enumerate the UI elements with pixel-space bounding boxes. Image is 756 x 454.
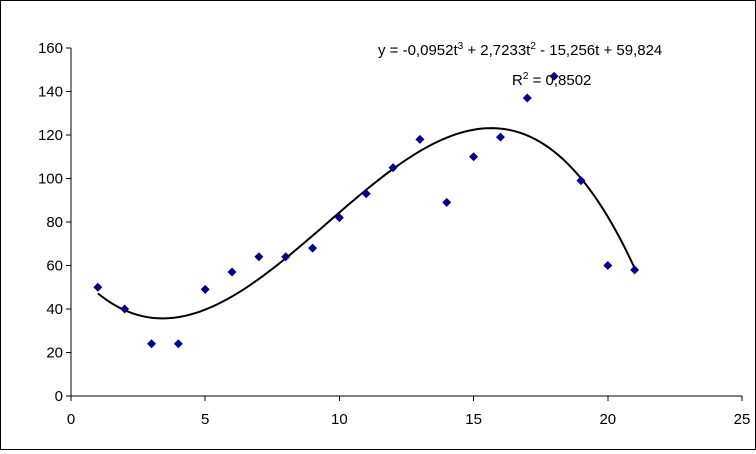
data-point — [173, 339, 183, 349]
y-tick-label: 120 — [38, 127, 63, 144]
y-tick-label: 160 — [38, 40, 63, 57]
r-squared: R2 = 0,8502 — [512, 71, 591, 89]
axes: 0 20 40 60 80 100 120 140 160 0 5 10 15 20 25 — [38, 40, 750, 428]
data-point — [227, 267, 237, 277]
y-tick-label: 0 — [55, 388, 63, 405]
data-point — [388, 163, 398, 173]
y-tick-label: 80 — [46, 214, 63, 231]
x-tick-label: 0 — [67, 411, 75, 428]
data-point — [254, 252, 264, 262]
y-tick-label: 100 — [38, 171, 63, 188]
y-tick-label: 60 — [46, 258, 63, 275]
data-point — [603, 261, 613, 270]
y-tick-label: 20 — [46, 345, 63, 362]
data-point — [200, 284, 210, 294]
data-points — [93, 71, 640, 349]
x-tick-label: 5 — [201, 411, 209, 428]
equation-annotation: y = -0,0952t3 + 2,7233t2 - 15,256t + 59,… — [378, 41, 662, 89]
equation-middle: + 2,7233t — [463, 42, 531, 59]
r2-prefix: R — [512, 72, 523, 89]
data-point — [93, 282, 103, 292]
y-tick-label: 140 — [38, 84, 63, 101]
trendline-curve — [97, 127, 636, 320]
data-point — [576, 176, 586, 186]
r2-suffix: = 0,8502 — [528, 72, 591, 89]
data-point — [549, 71, 559, 81]
trendline — [97, 127, 636, 320]
data-point — [308, 243, 318, 253]
equation-prefix: y = -0,0952t — [378, 42, 458, 59]
data-point — [469, 152, 479, 162]
x-tick-label: 25 — [734, 411, 751, 428]
x-tick-label: 20 — [599, 411, 616, 428]
data-point — [495, 132, 505, 142]
data-point — [281, 252, 291, 262]
data-point — [120, 304, 130, 314]
data-point — [147, 339, 157, 349]
data-point — [630, 265, 640, 275]
equation-exponent-3: 3 — [458, 41, 464, 52]
data-point — [415, 134, 425, 144]
equation-exponent-2: 2 — [530, 41, 536, 52]
data-point — [361, 189, 371, 199]
r2-exponent: 2 — [523, 71, 529, 82]
x-tick-label: 10 — [331, 411, 348, 428]
data-point — [442, 197, 452, 207]
trendline-equation: y = -0,0952t3 + 2,7233t2 - 15,256t + 59,… — [378, 41, 662, 59]
x-tick-label: 15 — [465, 411, 482, 428]
data-point — [522, 93, 532, 103]
data-point — [334, 213, 344, 223]
equation-suffix: - 15,256t + 59,824 — [536, 42, 662, 59]
y-tick-label: 40 — [46, 301, 63, 318]
